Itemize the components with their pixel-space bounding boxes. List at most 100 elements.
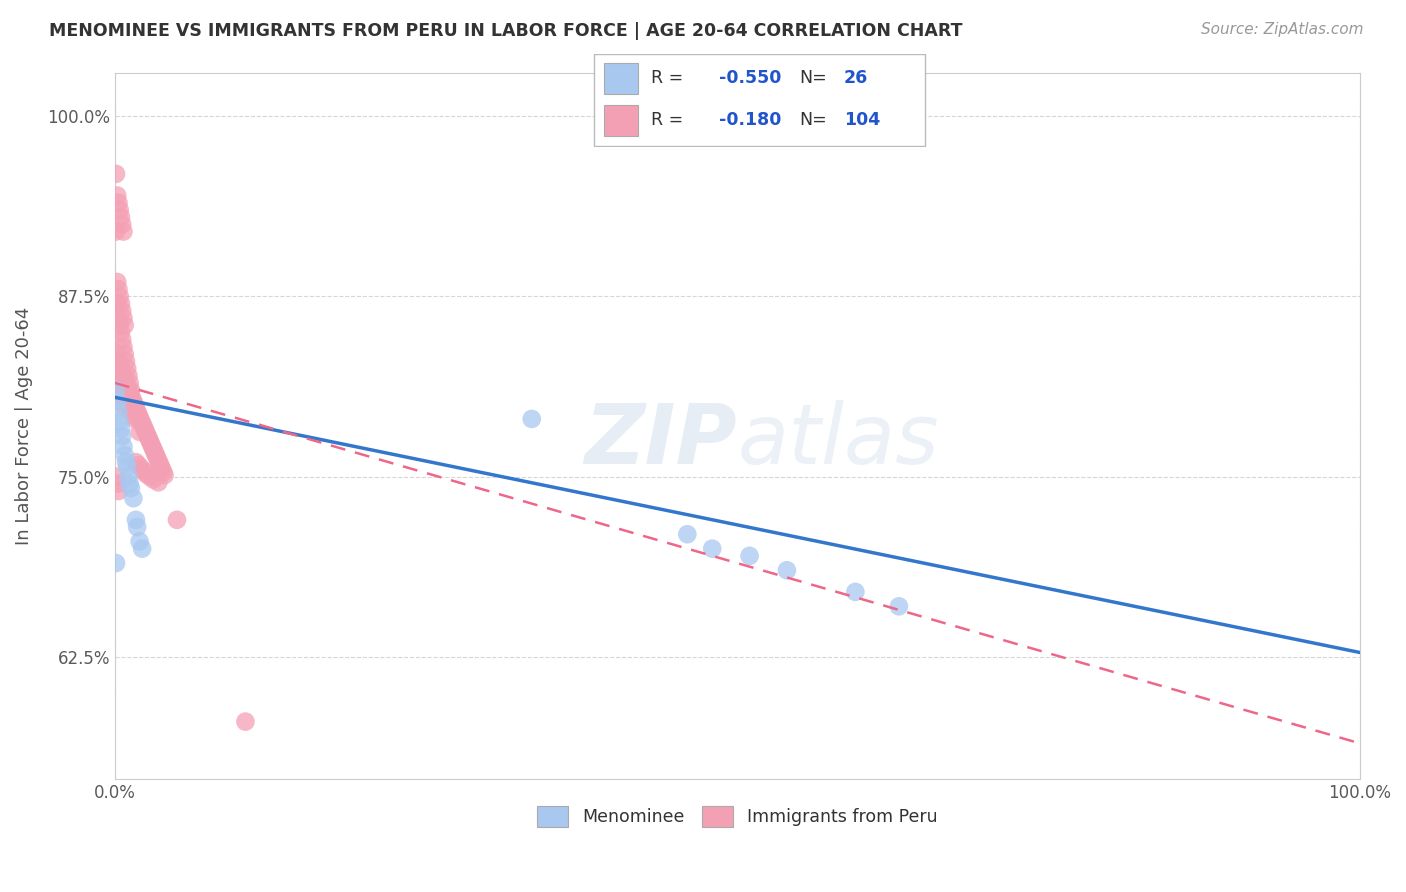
Point <box>131 416 153 430</box>
Point <box>115 354 138 368</box>
Point <box>115 390 138 404</box>
Point <box>107 483 129 498</box>
Point <box>114 448 136 462</box>
Point <box>124 412 146 426</box>
Point <box>143 445 166 459</box>
Point <box>127 520 149 534</box>
Point <box>139 436 162 450</box>
Point <box>108 318 131 333</box>
Point <box>117 368 139 383</box>
Point <box>104 556 127 570</box>
Point <box>148 475 170 490</box>
Point <box>108 289 131 303</box>
Bar <box>605 105 638 136</box>
Point <box>110 376 132 390</box>
Point <box>125 401 148 415</box>
Point <box>108 357 131 371</box>
Point <box>112 340 135 354</box>
Point <box>124 397 146 411</box>
Point <box>105 394 128 409</box>
Point <box>110 210 132 224</box>
Point <box>110 296 132 310</box>
Point <box>129 461 152 475</box>
Point <box>120 383 142 397</box>
Legend: Menominee, Immigrants from Peru: Menominee, Immigrants from Peru <box>530 799 945 834</box>
Point <box>135 467 157 481</box>
Point <box>115 394 138 409</box>
Point <box>127 408 149 422</box>
Point <box>111 394 134 409</box>
Point <box>104 354 127 368</box>
Point <box>702 541 724 556</box>
Point <box>138 469 160 483</box>
Text: atlas: atlas <box>737 400 939 481</box>
Point <box>112 368 135 383</box>
Point <box>110 422 132 436</box>
Point <box>115 455 138 469</box>
Point <box>131 541 153 556</box>
Point <box>138 431 160 445</box>
Point <box>115 376 138 390</box>
Point <box>146 450 169 465</box>
Text: N=: N= <box>800 112 828 129</box>
Point <box>118 401 141 415</box>
FancyBboxPatch shape <box>593 54 925 146</box>
Point <box>166 513 188 527</box>
Point <box>111 333 134 347</box>
Point <box>108 415 131 429</box>
Point <box>115 361 138 376</box>
Point <box>142 442 165 457</box>
Point <box>105 188 128 202</box>
Point <box>138 434 160 448</box>
Point <box>127 458 149 472</box>
Point <box>121 392 143 406</box>
Point <box>105 275 128 289</box>
Point <box>107 368 129 383</box>
Point <box>128 425 150 439</box>
Point <box>104 167 127 181</box>
Point <box>117 397 139 411</box>
Point <box>142 473 165 487</box>
Text: N=: N= <box>800 70 828 87</box>
Point <box>114 347 136 361</box>
Text: -0.180: -0.180 <box>718 112 782 129</box>
Point <box>129 413 152 427</box>
Point <box>111 303 134 318</box>
Point <box>117 383 139 397</box>
Point <box>105 361 128 376</box>
Point <box>105 296 128 310</box>
Text: MENOMINEE VS IMMIGRANTS FROM PERU IN LABOR FORCE | AGE 20-64 CORRELATION CHART: MENOMINEE VS IMMIGRANTS FROM PERU IN LAB… <box>49 22 963 40</box>
Point <box>145 448 167 462</box>
Point <box>121 406 143 420</box>
Text: -0.550: -0.550 <box>718 70 782 87</box>
Point <box>111 380 134 394</box>
Point <box>108 202 131 217</box>
Point <box>104 469 127 483</box>
Point <box>111 217 134 231</box>
Point <box>520 412 543 426</box>
Point <box>111 366 134 380</box>
Point <box>104 383 127 397</box>
Point <box>887 599 910 614</box>
Point <box>127 405 149 419</box>
Point <box>111 429 134 443</box>
Point <box>118 376 141 390</box>
Bar <box>605 63 638 94</box>
Point <box>107 311 129 326</box>
Point <box>122 394 145 409</box>
Point <box>115 459 138 474</box>
Point <box>105 347 128 361</box>
Point <box>776 563 799 577</box>
Point <box>110 361 132 376</box>
Point <box>125 455 148 469</box>
Point <box>844 585 866 599</box>
Point <box>107 405 129 419</box>
Point <box>122 409 145 423</box>
Point <box>235 714 257 729</box>
Point <box>115 380 138 394</box>
Point <box>112 439 135 453</box>
Point <box>110 390 132 404</box>
Point <box>104 225 127 239</box>
Text: R =: R = <box>651 112 683 129</box>
Point <box>104 368 127 383</box>
